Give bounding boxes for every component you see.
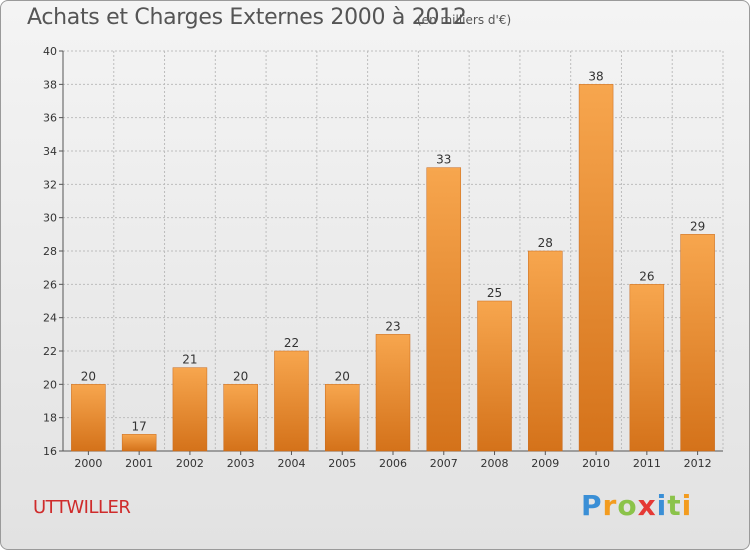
x-tick-label: 2002: [176, 457, 204, 470]
y-tick-label: 34: [43, 145, 57, 158]
logo-letter: t: [667, 489, 682, 522]
y-tick-label: 32: [43, 178, 57, 191]
town-name: UTTWILLER: [33, 497, 131, 518]
bar: [680, 234, 715, 452]
data-label: 25: [487, 286, 502, 300]
data-label: 20: [233, 369, 248, 383]
bar: [426, 167, 462, 452]
bar: [629, 284, 665, 452]
bar: [121, 434, 157, 452]
y-tick-label: 40: [43, 45, 57, 58]
logo-letter: i: [681, 489, 693, 522]
x-tick-label: 2001: [125, 457, 153, 470]
y-tick-label: 36: [43, 112, 57, 125]
bar: [71, 384, 106, 452]
logo-letter: i: [656, 489, 668, 522]
x-tick-label: 2009: [531, 457, 559, 470]
y-tick-label: 16: [43, 445, 57, 458]
data-label: 29: [690, 219, 705, 233]
bar: [528, 250, 563, 452]
bar: [274, 350, 309, 452]
data-label: 20: [81, 369, 96, 383]
y-tick-label: 24: [43, 312, 57, 325]
y-tick-label: 18: [43, 412, 57, 425]
x-tick-label: 2010: [582, 457, 610, 470]
bar: [477, 300, 512, 452]
proxiti-logo[interactable]: Proxiti: [581, 489, 692, 522]
y-tick-label: 38: [43, 78, 57, 91]
y-tick-label: 30: [43, 212, 57, 225]
data-label: 17: [132, 419, 147, 433]
x-tick-label: 2004: [277, 457, 305, 470]
data-label: 38: [588, 69, 603, 83]
data-label: 33: [436, 153, 451, 167]
logo-letter: r: [602, 489, 618, 522]
x-tick-label: 2006: [379, 457, 407, 470]
y-tick-label: 20: [43, 378, 57, 391]
data-label: 26: [639, 269, 654, 283]
data-label: 23: [385, 319, 400, 333]
y-tick-label: 26: [43, 278, 57, 291]
data-label: 22: [284, 336, 299, 350]
x-tick-label: 2008: [481, 457, 509, 470]
chart-title: Achats et Charges Externes 2000 à 2012: [27, 5, 467, 30]
y-tick-label: 22: [43, 345, 57, 358]
x-tick-label: 2007: [430, 457, 458, 470]
logo-letter: P: [581, 489, 603, 522]
data-label: 21: [182, 353, 197, 367]
logo-letter: o: [617, 489, 638, 522]
bar: [578, 84, 614, 452]
data-label: 20: [335, 369, 350, 383]
chart-subtitle: (en milliers d'€): [417, 13, 512, 27]
x-tick-label: 2005: [328, 457, 356, 470]
x-tick-label: 2011: [633, 457, 661, 470]
logo-letter: x: [637, 489, 657, 522]
y-tick-label: 28: [43, 245, 57, 258]
x-tick-label: 2003: [227, 457, 255, 470]
data-label: 28: [538, 236, 553, 250]
bar: [172, 367, 208, 452]
x-tick-label: 2012: [684, 457, 712, 470]
bar: [375, 334, 411, 452]
bar: [223, 384, 258, 452]
x-tick-label: 2000: [74, 457, 102, 470]
bar: [324, 384, 360, 452]
